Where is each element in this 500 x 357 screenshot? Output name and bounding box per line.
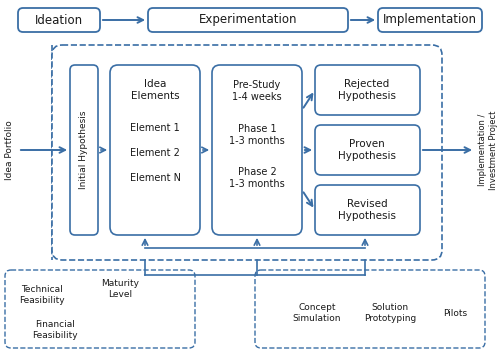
Text: Pre-Study
1-4 weeks: Pre-Study 1-4 weeks — [232, 80, 282, 102]
Text: Idea
Elements: Idea Elements — [130, 79, 180, 101]
Text: Maturity
Level: Maturity Level — [101, 279, 139, 299]
FancyBboxPatch shape — [52, 45, 442, 260]
FancyBboxPatch shape — [148, 8, 348, 32]
Text: Initial Hypothesis: Initial Hypothesis — [80, 111, 88, 189]
Text: Pilots: Pilots — [443, 308, 467, 317]
FancyBboxPatch shape — [315, 65, 420, 115]
FancyBboxPatch shape — [212, 65, 302, 235]
Text: Experimentation: Experimentation — [199, 14, 297, 26]
Text: Phase 2
1-3 months: Phase 2 1-3 months — [229, 167, 285, 189]
Text: Phase 1
1-3 months: Phase 1 1-3 months — [229, 124, 285, 146]
FancyBboxPatch shape — [378, 8, 482, 32]
Text: Rejected
Hypothesis: Rejected Hypothesis — [338, 79, 396, 101]
Text: Implementation: Implementation — [383, 14, 477, 26]
FancyBboxPatch shape — [18, 8, 100, 32]
FancyBboxPatch shape — [70, 65, 98, 235]
Text: Proven
Hypothesis: Proven Hypothesis — [338, 139, 396, 161]
FancyBboxPatch shape — [315, 125, 420, 175]
Text: Financial
Feasibility: Financial Feasibility — [32, 320, 78, 340]
FancyBboxPatch shape — [315, 185, 420, 235]
FancyBboxPatch shape — [110, 65, 200, 235]
Text: Element N: Element N — [130, 173, 180, 183]
Text: Element 2: Element 2 — [130, 148, 180, 158]
Text: Revised
Hypothesis: Revised Hypothesis — [338, 199, 396, 221]
Text: Implementation /
Investment Project: Implementation / Investment Project — [478, 110, 498, 190]
Text: Solution
Prototyping: Solution Prototyping — [364, 303, 416, 323]
FancyBboxPatch shape — [5, 270, 195, 348]
FancyBboxPatch shape — [255, 270, 485, 348]
Text: Element 1: Element 1 — [130, 123, 180, 133]
Text: Concept
Simulation: Concept Simulation — [293, 303, 341, 323]
Text: Idea Portfolio: Idea Portfolio — [6, 120, 15, 180]
Text: Ideation: Ideation — [35, 14, 83, 26]
Text: Technical
Feasibility: Technical Feasibility — [19, 285, 65, 305]
